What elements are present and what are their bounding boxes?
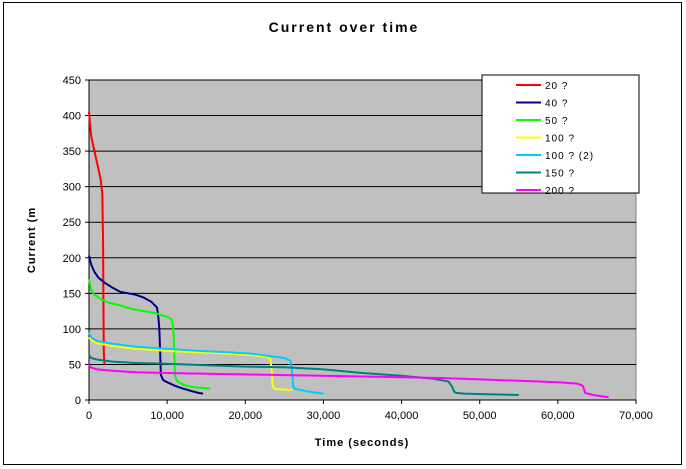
legend-label: 20 ? (545, 81, 568, 92)
legend-label: 100 ? (545, 134, 575, 145)
series-line-5 (88, 354, 519, 396)
y-tick-label: 50 (69, 359, 81, 371)
series-line-4 (88, 331, 324, 395)
legend-label: 50 ? (545, 116, 568, 127)
y-axis-label: Current (m (26, 207, 38, 273)
x-tick-label: 40,000 (385, 410, 419, 422)
series-line-3 (88, 336, 293, 391)
legend: 20 ? 40 ? 50 ? 100 ? 100 ? (2) 150 ? 200 ? (481, 74, 640, 197)
x-tick-label: 10,000 (150, 410, 184, 422)
x-tick-label: 70,000 (619, 410, 653, 422)
chart-frame: Current over time 0 50 100 150 200 250 300 350 4… (3, 2, 682, 465)
legend-label: 100 ? (2) (545, 151, 594, 162)
y-tick-labels: 0 50 100 150 200 250 300 350 400 450 (63, 75, 89, 407)
y-tick-label: 150 (63, 288, 81, 300)
x-tick-label: 60,000 (541, 410, 575, 422)
chart-title: Current over time (269, 19, 420, 35)
y-tick-label: 100 (63, 324, 81, 336)
legend-label: 200 ? (545, 186, 575, 197)
x-tick-labels: 0 10,000 20,000 30,000 40,000 50,000 60,000 70,… (86, 400, 653, 422)
y-tick-label: 350 (63, 146, 81, 158)
legend-box (481, 74, 640, 194)
x-axis-label: Time (seconds) (315, 437, 410, 449)
legend-label: 150 ? (545, 169, 575, 180)
series-line-6 (88, 363, 609, 399)
series-line-1 (88, 255, 204, 395)
x-tick-label: 50,000 (463, 410, 497, 422)
x-tick-label: 20,000 (228, 410, 262, 422)
series-lines (88, 111, 609, 399)
chart-svg: Current over time 0 50 100 150 200 250 300 350 4… (26, 19, 653, 449)
x-tick-label: 0 (86, 410, 92, 422)
series-line-0 (88, 111, 106, 365)
legend-label: 40 ? (545, 99, 568, 110)
y-tick-label: 450 (63, 75, 81, 87)
y-tick-label: 200 (63, 253, 81, 265)
y-tick-label: 300 (63, 182, 81, 194)
x-tick-label: 30,000 (307, 410, 341, 422)
y-tick-label: 400 (63, 111, 81, 123)
y-tick-label: 0 (75, 395, 81, 407)
axes (88, 80, 636, 401)
y-tick-label: 250 (63, 217, 81, 229)
series-line-2 (88, 278, 211, 390)
